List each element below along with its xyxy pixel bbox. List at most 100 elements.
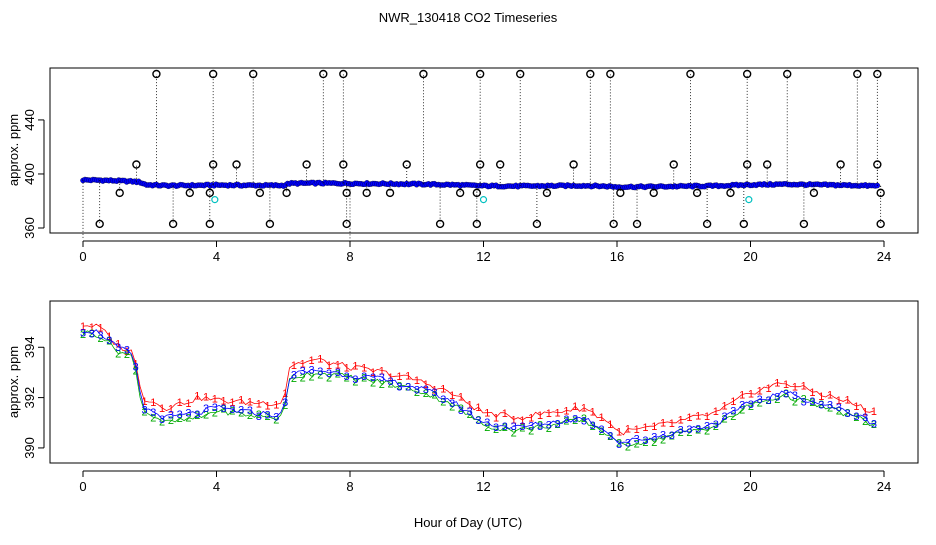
series-2-marker: 2 (660, 434, 666, 446)
series-1-marker: 1 (722, 401, 728, 413)
series-2-marker: 2 (669, 430, 675, 442)
spike-point-high (339, 69, 348, 79)
top-axes: 0 4 8 12 16 20 24 360 400 440 (22, 109, 891, 264)
series-3-marker: 3 (783, 389, 789, 401)
series-3-marker: 3 (528, 420, 534, 432)
series-3-marker: 3 (141, 404, 147, 416)
series-2-marker: 2 (89, 328, 95, 340)
series-1-marker: 1 (827, 389, 833, 401)
series-2-marker: 2 (722, 414, 728, 426)
series-1-marker: 1 (212, 393, 218, 405)
spike-point-high (686, 69, 695, 79)
series-1-marker: 1 (836, 395, 842, 407)
series-3-marker: 3 (185, 408, 191, 420)
series-3-marker: 3 (203, 403, 209, 415)
series-1-marker: 1 (185, 398, 191, 410)
bottom-x-tick-label: 0 (79, 479, 86, 494)
series-2-marker: 2 (141, 406, 147, 418)
series-3-marker: 3 (352, 374, 358, 386)
series-3-marker: 3 (845, 408, 851, 420)
series-2-marker: 2 (282, 400, 288, 412)
series-1-marker: 1 (229, 397, 235, 409)
series-2-marker: 2 (150, 412, 156, 424)
spike-point-high (319, 69, 328, 79)
series-3-marker: 3 (475, 415, 481, 427)
series-2-marker: 2 (537, 420, 543, 432)
series-2-marker: 2 (634, 438, 640, 450)
series-3-marker: 3 (651, 432, 657, 444)
series-1-marker: 1 (414, 375, 420, 387)
series-3-marker: 3 (89, 328, 95, 340)
spike-point-high (783, 69, 792, 79)
series-1-marker: 1 (563, 405, 569, 417)
series-2-marker: 2 (695, 425, 701, 437)
series-2-marker: 2 (757, 398, 763, 410)
series-3-marker: 3 (326, 368, 332, 380)
series-3-marker: 3 (133, 361, 139, 373)
series-1-marker: 1 (634, 424, 640, 436)
series-1-marker: 1 (537, 410, 543, 422)
series-3-marker: 3 (713, 419, 719, 431)
spike-point-high (208, 69, 218, 79)
spike-point-high (873, 69, 882, 79)
series-2-marker: 2 (405, 382, 411, 394)
spike-point-low (799, 219, 809, 229)
series-1-marker: 1 (801, 380, 807, 392)
spike-point-low (95, 219, 104, 229)
series-3-marker: 3 (379, 372, 385, 384)
series-3-marker: 3 (695, 424, 701, 436)
series-3-marker: 3 (124, 345, 130, 357)
series-3-marker: 3 (106, 335, 112, 347)
series-3-marker: 3 (440, 394, 446, 406)
series-2-marker: 2 (546, 423, 552, 435)
spike-point-mid-high (495, 160, 505, 169)
series-2-marker: 2 (80, 329, 86, 341)
series-1-marker: 1 (335, 359, 341, 371)
series-3-marker: 3 (273, 411, 279, 423)
top-ylabel: approx. ppm (6, 114, 21, 186)
spike-point-mid-high (132, 160, 141, 169)
spike-point-mid-high (232, 160, 241, 169)
spike-point-mid-low (472, 188, 482, 198)
series-2-marker: 2 (423, 388, 429, 400)
series-2-marker: 2 (730, 411, 736, 423)
series-1-marker: 1 (431, 385, 437, 397)
series-3-marker: 3 (317, 366, 323, 378)
series-1-marker: 1 (713, 406, 719, 418)
series-1-marker: 1 (379, 365, 385, 377)
series-2-marker: 2 (361, 372, 367, 384)
series-2-marker: 2 (502, 422, 508, 434)
bottom-x-tick-label: 4 (213, 479, 220, 494)
series-1-marker: 1 (757, 386, 763, 398)
series-3-marker: 3 (168, 409, 174, 421)
flag-point (745, 196, 753, 204)
series-2-marker: 2 (388, 378, 394, 390)
bottom-y-tick-label: 394 (22, 336, 37, 358)
series-2-marker: 2 (106, 335, 112, 347)
series-1-marker: 1 (493, 412, 499, 424)
series-3-marker: 3 (115, 342, 121, 354)
series-3-marker: 3 (396, 382, 402, 394)
series-2-marker: 2 (291, 373, 297, 385)
series-2-marker: 2 (713, 421, 719, 433)
series-1-marker: 1 (783, 379, 789, 391)
series-1-marker: 1 (423, 379, 429, 391)
series-3-marker: 3 (414, 384, 420, 396)
series-1-marker: 1 (168, 404, 174, 416)
series-1-marker: 1 (194, 390, 200, 402)
spike-point-high (742, 69, 752, 79)
series-3-marker: 3 (765, 395, 771, 407)
spike-point-high (475, 69, 485, 79)
series-2-marker: 2 (484, 422, 490, 434)
bottom-x-tick-label: 8 (346, 479, 353, 494)
spike-point-low (435, 219, 445, 229)
series-2-marker: 2 (581, 413, 587, 425)
series-3-marker: 3 (502, 421, 508, 433)
series-1-marker: 1 (317, 353, 323, 365)
series-2-marker: 2 (678, 427, 684, 439)
series-2-marker: 2 (572, 415, 578, 427)
spike-point-mid-low (809, 188, 819, 198)
series-3-marker: 3 (792, 390, 798, 402)
